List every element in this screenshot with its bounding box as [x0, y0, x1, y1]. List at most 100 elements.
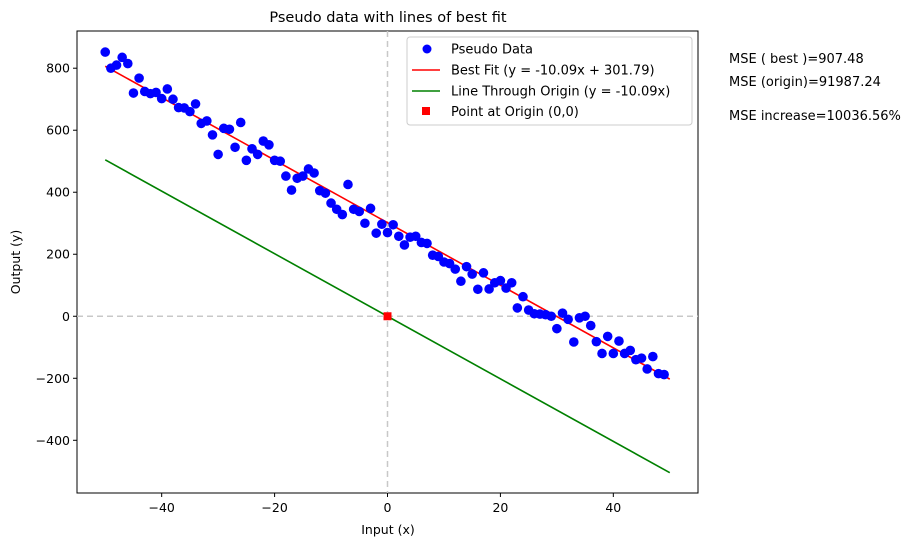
- data-point-24: [235, 117, 246, 128]
- data-point-12: [168, 94, 178, 105]
- data-point-0: [100, 47, 111, 57]
- data-point-51: [388, 219, 398, 230]
- chart-title: Pseudo data with lines of best fit: [269, 10, 507, 26]
- data-point-89: [602, 331, 613, 342]
- data-point-82: [563, 314, 573, 325]
- mse-best-annotation: MSE ( best )=907.48: [729, 52, 864, 67]
- y-tick-label: 600: [46, 123, 70, 138]
- data-point-29: [264, 139, 274, 150]
- data-point-67: [478, 268, 489, 278]
- x-tick-label: 40: [605, 500, 621, 515]
- data-point-52: [393, 231, 404, 242]
- data-point-99: [659, 369, 669, 380]
- data-point-6: [134, 73, 144, 83]
- data-point-10: [156, 93, 167, 104]
- data-point-83: [569, 337, 579, 347]
- data-point-87: [591, 336, 602, 347]
- legend: Pseudo Data Best Fit (y = -10.09x + 301.…: [406, 36, 693, 126]
- legend-scatter-marker: [422, 44, 432, 54]
- data-point-74: [518, 291, 528, 302]
- legend-origin-point-marker: [422, 107, 430, 115]
- data-point-97: [648, 351, 658, 362]
- data-point-57: [422, 238, 432, 249]
- data-point-62: [450, 264, 461, 274]
- legend-label-origin-point: Point at Origin (0,0): [451, 105, 579, 120]
- data-point-42: [337, 209, 348, 220]
- data-point-48: [371, 228, 382, 238]
- data-point-91: [614, 336, 624, 346]
- origin-marker-group: [383, 312, 392, 321]
- data-point-40: [326, 198, 336, 208]
- data-point-96: [642, 364, 652, 374]
- origin-point-marker: [383, 312, 392, 321]
- data-point-43: [343, 179, 353, 190]
- data-point-16: [190, 99, 201, 109]
- data-point-20: [213, 149, 223, 160]
- data-point-37: [309, 168, 319, 178]
- data-point-35: [298, 171, 308, 181]
- y-tick-label: −200: [36, 371, 70, 386]
- y-axis-ticks: −400 −200 0 200 400 600 800: [36, 61, 77, 448]
- y-tick-label: 800: [46, 61, 70, 76]
- data-point-39: [320, 188, 331, 198]
- data-point-95: [636, 353, 647, 363]
- best-fit-line: [104, 65, 671, 380]
- data-point-93: [625, 345, 636, 356]
- data-point-50: [382, 227, 393, 238]
- data-point-45: [354, 206, 365, 217]
- data-point-9: [151, 87, 161, 98]
- y-tick-label: 0: [62, 309, 70, 324]
- data-point-33: [286, 185, 297, 195]
- data-point-25: [241, 155, 252, 166]
- data-point-79: [546, 311, 557, 322]
- data-point-80: [552, 323, 562, 334]
- y-tick-label: 400: [46, 185, 70, 200]
- data-point-18: [202, 116, 212, 126]
- data-point-47: [365, 203, 376, 214]
- x-tick-label: −20: [261, 500, 287, 515]
- data-point-23: [230, 142, 240, 153]
- x-axis-label: Input (x): [361, 522, 415, 537]
- data-point-66: [473, 284, 483, 295]
- data-point-73: [512, 303, 523, 313]
- data-point-11: [162, 84, 173, 94]
- data-point-70: [495, 275, 506, 286]
- data-point-68: [484, 284, 494, 294]
- data-point-3: [117, 52, 127, 63]
- x-tick-label: −40: [148, 500, 174, 515]
- data-point-64: [461, 261, 472, 272]
- mse-origin-annotation: MSE (origin)=91987.24: [729, 75, 881, 90]
- data-point-65: [467, 269, 477, 279]
- data-point-19: [207, 130, 218, 140]
- scatter-points: [100, 47, 669, 380]
- legend-label-best-fit: Best Fit (y = -10.09x + 301.79): [451, 64, 655, 79]
- data-point-4: [123, 58, 133, 69]
- data-point-49: [377, 219, 387, 229]
- data-point-46: [360, 218, 370, 229]
- data-point-72: [506, 277, 517, 288]
- data-point-90: [608, 348, 619, 359]
- data-point-22: [224, 124, 235, 135]
- data-point-55: [410, 231, 421, 242]
- data-point-81: [557, 308, 568, 318]
- x-axis-ticks: −40 −20 0 20 40: [148, 493, 621, 515]
- mse-increase-annotation: MSE increase=10036.56%: [729, 109, 901, 124]
- data-point-5: [128, 88, 139, 98]
- y-tick-label: 200: [46, 247, 70, 262]
- x-tick-label: 20: [492, 500, 508, 515]
- data-point-53: [399, 240, 410, 250]
- legend-label-pseudo-data: Pseudo Data: [451, 43, 533, 58]
- legend-box: [406, 36, 693, 126]
- y-axis-label: Output (y): [8, 230, 23, 295]
- data-point-86: [585, 320, 596, 331]
- data-point-63: [456, 276, 466, 287]
- legend-label-origin-line: Line Through Origin (y = -10.09x): [451, 85, 670, 100]
- data-point-85: [580, 311, 590, 322]
- data-point-15: [185, 106, 195, 117]
- data-point-32: [281, 171, 291, 181]
- data-point-2: [111, 60, 122, 70]
- data-point-31: [275, 156, 286, 167]
- data-point-27: [252, 149, 263, 160]
- data-point-88: [597, 348, 607, 359]
